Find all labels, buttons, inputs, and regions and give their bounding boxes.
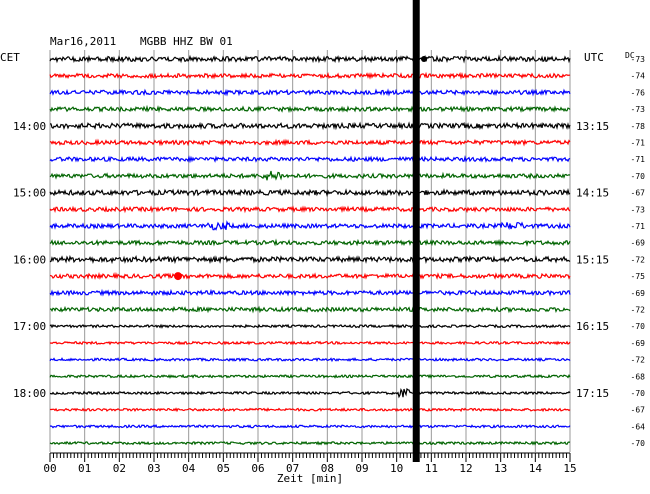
right-zone-label: UTC [584, 51, 604, 64]
trace-row [49, 288, 571, 297]
trace-row [49, 340, 571, 346]
minute-grid [49, 50, 571, 452]
x-axis-label: Zeit [min] [277, 472, 343, 485]
dc-value: -70 [631, 389, 646, 398]
trace-row [49, 88, 571, 97]
dc-offset-labels: -73 -74 -76 -73 -78 -71 -71 -70 -67 -73 -71 -69 -72 -… [631, 55, 646, 448]
x-tick-label: 01 [78, 462, 91, 475]
trace-row [49, 357, 571, 363]
x-tick-label: 10 [390, 462, 403, 475]
trace-row [49, 71, 571, 80]
trace-row [49, 205, 571, 214]
x-tick-label: 11 [425, 462, 438, 475]
x-tick-label: 07 [286, 462, 299, 475]
event-marker [174, 272, 182, 281]
dc-value: -69 [631, 239, 646, 248]
cet-time-label: 18:00 [13, 387, 46, 400]
dc-value: -76 [631, 88, 646, 97]
trace-row [49, 254, 571, 265]
data-gap-bar [412, 0, 420, 462]
dc-value: -67 [631, 406, 646, 415]
utc-time-label: 16:15 [576, 320, 609, 333]
trace-row [49, 238, 571, 247]
x-tick-label: 02 [113, 462, 126, 475]
cet-time-label: 15:00 [13, 187, 46, 200]
x-tick-label: 06 [251, 462, 264, 475]
dc-value: -70 [631, 322, 646, 331]
dc-value: -67 [631, 189, 646, 198]
x-tick-label: 13 [494, 462, 507, 475]
dc-value: -78 [631, 122, 646, 131]
dc-value: -69 [631, 339, 646, 348]
x-tick-label: 15 [563, 462, 576, 475]
cet-time-label: 17:00 [13, 320, 46, 333]
trace-row [49, 121, 571, 131]
dc-value: -71 [631, 139, 646, 148]
x-tick-label: 04 [182, 462, 196, 475]
utc-time-label: 15:15 [576, 253, 609, 266]
x-tick-label: 12 [459, 462, 472, 475]
trace-row [49, 138, 571, 147]
x-tick-label: 00 [43, 462, 56, 475]
trace-row [49, 188, 571, 198]
cet-time-label: 14:00 [13, 120, 46, 133]
dc-value: -73 [631, 205, 646, 214]
utc-time-label: 17:15 [576, 387, 609, 400]
cet-time-label: 16:00 [13, 253, 46, 266]
utc-time-labels: 13:15 14:15 15:15 16:15 17:15 [576, 120, 609, 400]
event-marker [421, 56, 427, 62]
x-tick-label: 03 [147, 462, 160, 475]
dc-value: -72 [631, 306, 646, 315]
dc-value: -64 [631, 422, 646, 431]
trace-row [49, 387, 571, 399]
dc-value: -74 [631, 72, 646, 81]
trace-row [49, 154, 571, 164]
x-tick-label: 08 [321, 462, 334, 475]
dc-value: -71 [631, 222, 646, 231]
trace-row [49, 220, 571, 231]
dc-value: -69 [631, 289, 646, 298]
trace-row [49, 407, 571, 413]
trace-row [49, 423, 571, 429]
trace-row [49, 271, 571, 281]
dc-value: -71 [631, 155, 646, 164]
dc-value: -70 [631, 172, 646, 181]
trace-row [49, 104, 571, 114]
trace-row [49, 305, 571, 314]
dc-value: -72 [631, 356, 646, 365]
trace-row [49, 323, 571, 329]
trace-row [49, 170, 571, 181]
dc-value: -73 [631, 105, 646, 114]
dc-value: -73 [631, 55, 646, 64]
utc-time-label: 13:15 [576, 120, 609, 133]
dc-value: -70 [631, 439, 646, 448]
dc-value: -68 [631, 372, 646, 381]
utc-time-label: 14:15 [576, 187, 609, 200]
x-tick-label: 05 [217, 462, 230, 475]
x-tick-label: 14 [529, 462, 543, 475]
header-station: MGBB HHZ BW 01 [140, 35, 233, 48]
seismic-traces [49, 54, 571, 446]
x-axis: 00 01 02 03 04 05 06 07 08 09 10 11 12 13 14 15 [43, 452, 577, 475]
x-tick-label: 09 [355, 462, 368, 475]
trace-row [49, 373, 571, 379]
cet-time-labels: 14:00 15:00 16:00 17:00 18:00 [13, 120, 46, 400]
dc-header: DC [625, 51, 635, 60]
dc-value: -72 [631, 255, 646, 264]
left-zone-label: CET [0, 51, 20, 64]
dc-value: -75 [631, 272, 646, 281]
trace-row [49, 440, 571, 446]
header-date: Mar16,2011 [50, 35, 116, 48]
trace-row [49, 54, 571, 64]
